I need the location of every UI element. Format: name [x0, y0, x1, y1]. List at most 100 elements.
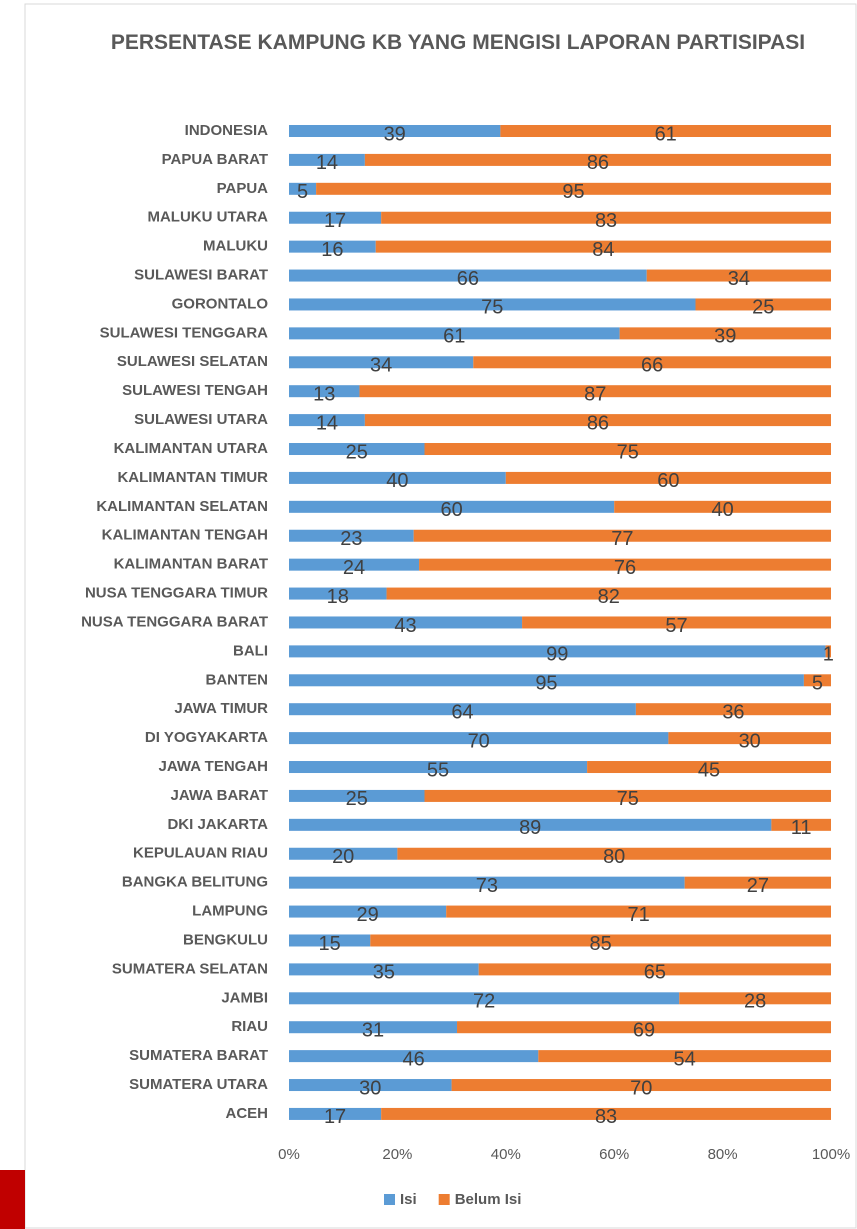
bar-segment	[505, 471, 831, 484]
bar-segment	[289, 153, 365, 166]
legend-label: Belum Isi	[455, 1191, 522, 1208]
category-label: NUSA TENGGARA BARAT	[81, 613, 268, 630]
bar-segment	[289, 298, 696, 311]
category-label: BALI	[233, 642, 268, 659]
x-tick-label: 0%	[278, 1146, 300, 1163]
bar-segment	[289, 500, 615, 513]
data-label: 25	[346, 441, 368, 463]
category-label: GORONTALO	[172, 295, 269, 312]
data-label: 17	[324, 1106, 346, 1128]
chart-title: PERSENTASE KAMPUNG KB YANG MENGISI LAPOR…	[110, 31, 806, 54]
data-label: 70	[468, 730, 490, 752]
data-label: 31	[362, 1019, 384, 1041]
data-label: 95	[562, 181, 584, 203]
data-label: 30	[359, 1077, 381, 1099]
bar-segment	[397, 847, 831, 860]
data-label: 72	[473, 991, 495, 1013]
bar-segment	[289, 674, 804, 687]
data-label: 46	[403, 1048, 425, 1070]
x-tick-label: 60%	[599, 1146, 629, 1163]
bar-segment	[370, 934, 831, 947]
x-tick-label: 100%	[812, 1146, 850, 1163]
data-label: 76	[614, 557, 636, 579]
bar-segment	[289, 240, 376, 253]
bar-segment	[522, 616, 831, 629]
bar-segment	[619, 327, 831, 340]
data-label: 55	[427, 759, 449, 781]
bar-segment	[289, 356, 474, 369]
bar-segment	[364, 153, 831, 166]
bar-segment	[289, 211, 382, 224]
bar-segment	[289, 414, 365, 427]
category-label: PAPUA BARAT	[162, 151, 268, 168]
bar-segment	[478, 963, 831, 976]
bar-segment	[289, 125, 501, 137]
data-label: 84	[592, 239, 614, 261]
bar-segment	[289, 847, 398, 860]
data-label: 34	[370, 355, 392, 377]
data-label: 35	[373, 962, 395, 984]
bar-segment	[386, 587, 831, 600]
bar-segment	[825, 645, 831, 658]
bar-segment	[381, 211, 831, 224]
data-label: 71	[627, 904, 649, 926]
data-label: 24	[343, 557, 365, 579]
category-label: JAWA BARAT	[171, 787, 269, 804]
category-label: SULAWESI TENGGARA	[100, 324, 269, 341]
category-label: SUMATERA UTARA	[129, 1076, 268, 1093]
data-label: 86	[587, 412, 609, 434]
bar-segment	[668, 732, 831, 745]
data-label: 11	[791, 817, 812, 839]
category-label: INDONESIA	[185, 122, 269, 139]
bar-segment	[289, 385, 360, 398]
data-label: 39	[384, 123, 406, 145]
bar-segment	[289, 616, 523, 629]
bar-segment	[289, 327, 620, 340]
bar-segment	[289, 963, 479, 976]
data-label: 39	[714, 326, 736, 348]
category-label: JAWA TIMUR	[174, 700, 268, 717]
data-label: 66	[457, 268, 479, 290]
bar-segment	[679, 992, 831, 1005]
data-label: 17	[324, 210, 346, 232]
data-label: 80	[603, 846, 625, 868]
data-label: 75	[617, 441, 639, 463]
data-label: 87	[584, 383, 606, 405]
data-label: 36	[722, 701, 744, 723]
data-label: 34	[728, 268, 750, 290]
data-label: 89	[519, 817, 541, 839]
category-label: BANGKA BELITUNG	[122, 874, 268, 891]
category-label: SUMATERA BARAT	[129, 1047, 268, 1064]
data-label: 16	[321, 239, 343, 261]
bar-segment	[413, 529, 831, 542]
bar-segment	[289, 1107, 382, 1120]
data-label: 69	[633, 1019, 655, 1041]
bar-segment	[457, 1021, 831, 1034]
bar-segment	[684, 876, 831, 889]
category-label: KALIMANTAN BARAT	[114, 556, 268, 573]
data-label: 20	[332, 846, 354, 868]
category-label: SULAWESI BARAT	[134, 267, 268, 284]
bar-segment	[289, 1079, 452, 1092]
bar-segment	[289, 732, 669, 745]
x-tick-label: 40%	[491, 1146, 521, 1163]
bar-segment	[359, 385, 831, 398]
legend-label: Isi	[400, 1191, 417, 1208]
bar-segment	[289, 761, 588, 774]
bar-segment	[646, 269, 831, 282]
bar-segment	[538, 1050, 831, 1063]
bar-segment	[424, 789, 831, 802]
bar-segment	[289, 1050, 539, 1063]
decoration	[0, 1170, 25, 1229]
category-label: BENGKULU	[183, 931, 268, 948]
data-label: 30	[739, 730, 761, 752]
bar-segment	[289, 471, 506, 484]
bar-segment	[500, 125, 831, 137]
category-label: MALUKU	[203, 238, 268, 255]
bar-segment	[381, 1107, 831, 1120]
bar-segment	[587, 761, 831, 774]
bar-segment	[424, 443, 831, 456]
x-tick-label: 80%	[708, 1146, 738, 1163]
data-label: 60	[440, 499, 462, 521]
